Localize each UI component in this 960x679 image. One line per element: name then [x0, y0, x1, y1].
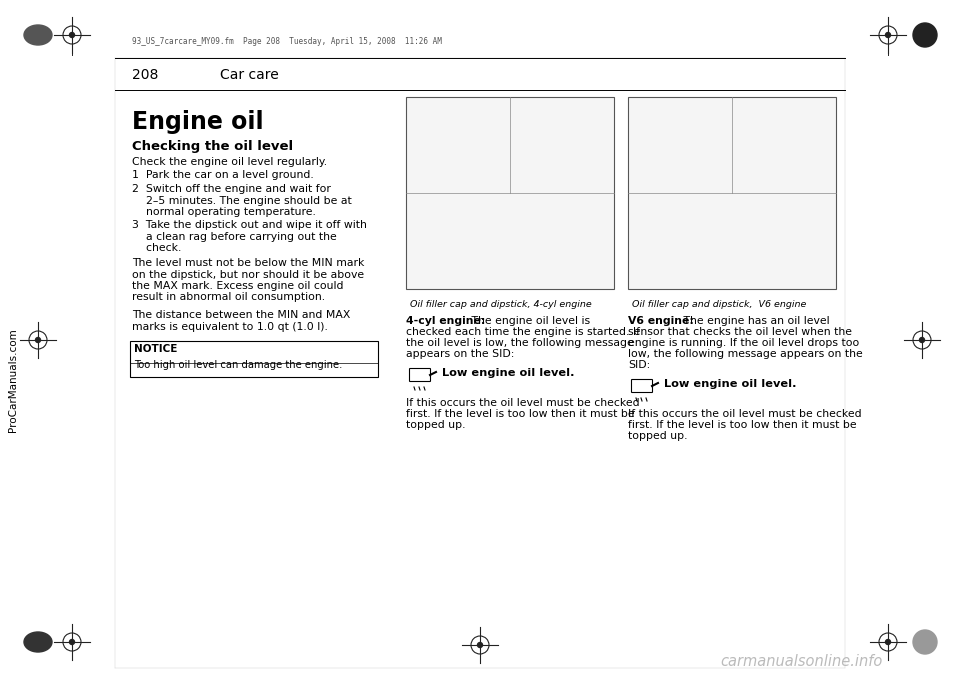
FancyBboxPatch shape: [410, 369, 430, 382]
Text: Oil filler cap and dipstick, 4-cyl engine: Oil filler cap and dipstick, 4-cyl engin…: [410, 300, 591, 309]
Text: If this occurs the oil level must be checked: If this occurs the oil level must be che…: [628, 409, 862, 419]
Bar: [130, 363, 378, 377]
Text: 1  Park the car on a level ground.: 1 Park the car on a level ground.: [132, 170, 314, 180]
Text: carmanualsonline.info: carmanualsonline.info: [720, 655, 882, 669]
Bar: [130, 341, 378, 377]
Text: 4-cyl engine:: 4-cyl engine:: [406, 316, 486, 326]
Text: engine is running. If the oil level drops too: engine is running. If the oil level drop…: [628, 338, 859, 348]
Text: on the dipstick, but nor should it be above: on the dipstick, but nor should it be ab…: [132, 270, 364, 280]
Text: check.: check.: [132, 243, 181, 253]
Circle shape: [36, 337, 40, 342]
Text: first. If the level is too low then it must be: first. If the level is too low then it m…: [628, 420, 856, 430]
Text: The level must not be below the MIN mark: The level must not be below the MIN mark: [132, 258, 365, 268]
Text: SID:: SID:: [628, 360, 650, 370]
Text: appears on the SID:: appears on the SID:: [406, 349, 515, 359]
Text: NOTICE: NOTICE: [134, 344, 178, 354]
Text: Low engine oil level.: Low engine oil level.: [664, 379, 797, 389]
Circle shape: [69, 640, 75, 644]
Bar: [406, 97, 614, 289]
Text: 93_US_7carcare_MY09.fm  Page 208  Tuesday, April 15, 2008  11:26 AM: 93_US_7carcare_MY09.fm Page 208 Tuesday,…: [132, 37, 442, 46]
Text: the oil level is low, the following message: the oil level is low, the following mess…: [406, 338, 634, 348]
Text: checked each time the engine is started. If: checked each time the engine is started.…: [406, 327, 640, 337]
Text: 2  Switch off the engine and wait for: 2 Switch off the engine and wait for: [132, 184, 331, 194]
Text: normal operating temperature.: normal operating temperature.: [132, 207, 316, 217]
Text: 3  Take the dipstick out and wipe it off with: 3 Take the dipstick out and wipe it off …: [132, 220, 367, 230]
Text: ProCarManuals.com: ProCarManuals.com: [8, 328, 18, 432]
Text: low, the following message appears on the: low, the following message appears on th…: [628, 349, 863, 359]
Circle shape: [69, 33, 75, 37]
Text: sensor that checks the oil level when the: sensor that checks the oil level when th…: [628, 327, 852, 337]
Text: Engine oil: Engine oil: [132, 110, 264, 134]
Text: marks is equivalent to 1.0 qt (1.0 l).: marks is equivalent to 1.0 qt (1.0 l).: [132, 321, 328, 331]
Bar: [628, 97, 836, 289]
Text: Checking the oil level: Checking the oil level: [132, 140, 293, 153]
Circle shape: [885, 640, 891, 644]
Text: 2–5 minutes. The engine should be at: 2–5 minutes. The engine should be at: [132, 196, 351, 206]
Text: Car care: Car care: [220, 68, 278, 82]
Text: topped up.: topped up.: [406, 420, 466, 430]
Ellipse shape: [913, 630, 937, 654]
Text: first. If the level is too low then it must be: first. If the level is too low then it m…: [406, 409, 635, 419]
Circle shape: [920, 337, 924, 342]
Text: result in abnormal oil consumption.: result in abnormal oil consumption.: [132, 293, 325, 303]
Text: a clean rag before carrying out the: a clean rag before carrying out the: [132, 232, 337, 242]
Ellipse shape: [24, 25, 52, 45]
Circle shape: [885, 33, 891, 37]
Text: V6 engine:: V6 engine:: [628, 316, 694, 326]
Ellipse shape: [913, 23, 937, 47]
Text: Low engine oil level.: Low engine oil level.: [442, 368, 574, 378]
Text: 208: 208: [132, 68, 158, 82]
Text: The engine oil level is: The engine oil level is: [468, 316, 590, 326]
Text: Oil filler cap and dipstick,  V6 engine: Oil filler cap and dipstick, V6 engine: [632, 300, 806, 309]
FancyBboxPatch shape: [632, 380, 653, 392]
Text: If this occurs the oil level must be checked: If this occurs the oil level must be che…: [406, 398, 639, 408]
Text: topped up.: topped up.: [628, 431, 687, 441]
Text: Check the engine oil level regularly.: Check the engine oil level regularly.: [132, 157, 327, 167]
Ellipse shape: [24, 632, 52, 652]
Circle shape: [477, 642, 483, 648]
Text: The distance between the MIN and MAX: The distance between the MIN and MAX: [132, 310, 350, 320]
Text: Too high oil level can damage the engine.: Too high oil level can damage the engine…: [134, 360, 343, 370]
Text: the MAX mark. Excess engine oil could: the MAX mark. Excess engine oil could: [132, 281, 344, 291]
Text: The engine has an oil level: The engine has an oil level: [680, 316, 829, 326]
